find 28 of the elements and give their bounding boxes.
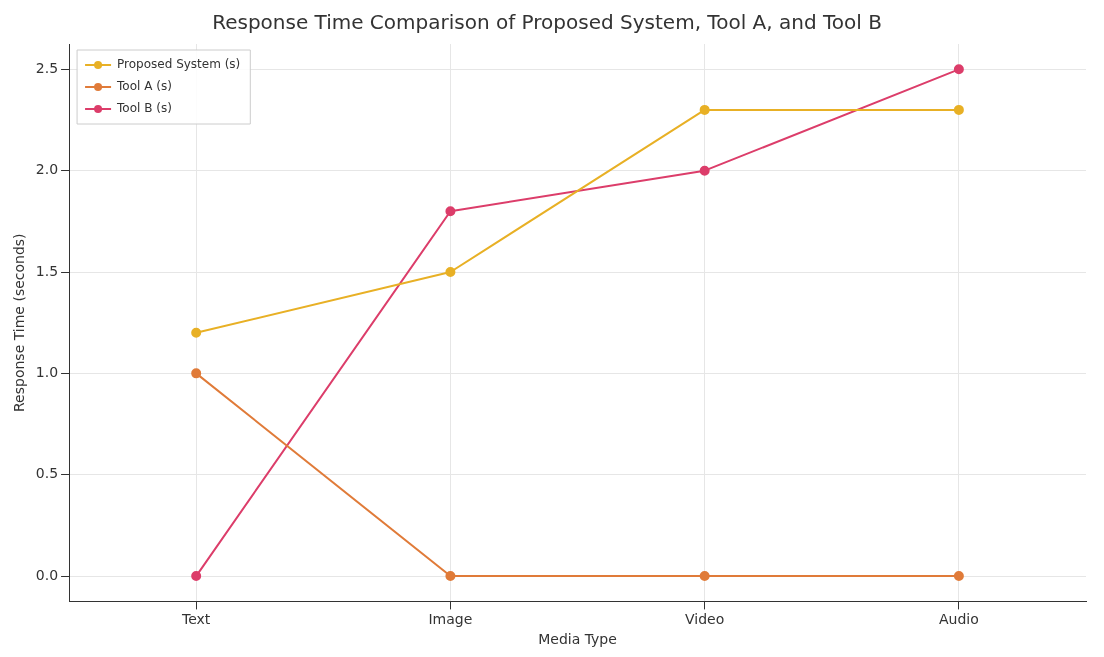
point	[191, 571, 202, 582]
x-tick-label: Audio	[938, 611, 979, 628]
y-tick-label: 1.0	[35, 364, 59, 381]
point	[699, 571, 710, 582]
point	[191, 327, 202, 338]
point	[445, 206, 456, 217]
y-tick-label: 0.0	[35, 566, 59, 583]
y-tick-label: 0.5	[35, 465, 59, 482]
legend-label: Tool A (s)	[116, 79, 172, 94]
y-axis-title: Response Time (seconds)	[11, 233, 28, 412]
point	[699, 104, 710, 115]
point	[953, 571, 964, 582]
y-tick-label: 2.0	[35, 161, 59, 178]
legend-label: Tool B (s)	[116, 101, 172, 116]
point	[953, 104, 964, 115]
point	[445, 267, 456, 278]
y-tick-label: 2.5	[35, 59, 59, 76]
point	[191, 368, 202, 379]
point	[445, 571, 456, 582]
x-tick-label: Image	[428, 611, 473, 628]
legend-label: Proposed System (s)	[117, 57, 241, 72]
y-tick-label: 1.5	[35, 262, 59, 279]
point	[699, 165, 710, 176]
x-tick-label: Video	[685, 611, 725, 628]
chart-title: Response Time Comparison of Proposed System, Tool A, and Tool B	[212, 10, 882, 35]
x-tick-label: Text	[181, 611, 211, 628]
point	[953, 64, 964, 75]
x-axis-title: Media Type	[538, 631, 617, 648]
